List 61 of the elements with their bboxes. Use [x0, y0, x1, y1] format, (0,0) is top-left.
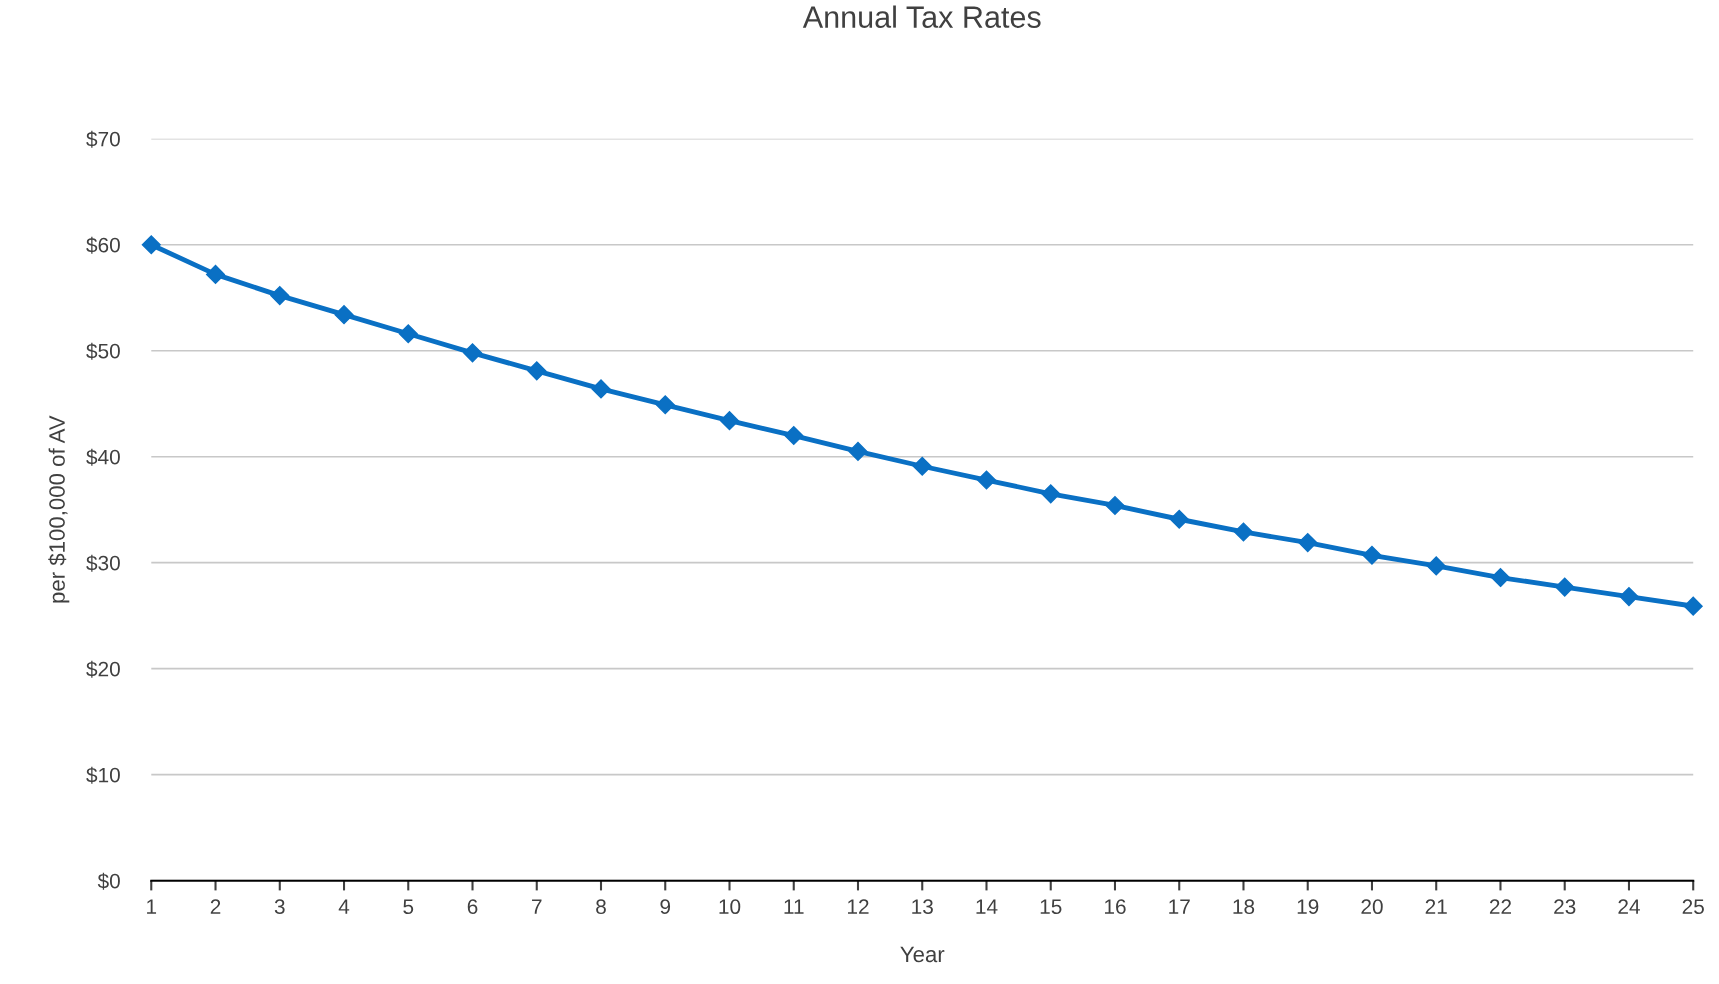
point	[270, 286, 290, 306]
x-tick-label: 4	[338, 899, 350, 914]
x-tick-label: 24	[1618, 899, 1640, 914]
x-tick-label: 25	[1682, 899, 1704, 915]
x-tick-label: 11	[784, 899, 804, 914]
point	[719, 411, 740, 431]
point	[1105, 495, 1125, 516]
point	[398, 324, 418, 344]
y-axis-title: per $100,000 of AV	[48, 415, 70, 603]
x-tick-label: 12	[848, 899, 869, 914]
x-tick-label: 10	[719, 899, 741, 915]
point	[1362, 545, 1382, 565]
point	[1490, 568, 1511, 588]
x-axis-title: Year	[900, 946, 945, 963]
x-tick-label: 17	[1169, 899, 1190, 914]
x-tick-label: 7	[532, 899, 542, 914]
x-tick-label: 5	[403, 899, 414, 915]
point	[1683, 596, 1703, 616]
point	[1298, 533, 1318, 553]
point	[591, 379, 611, 399]
point	[205, 264, 226, 284]
point	[1169, 509, 1189, 529]
y-tick-label: $70	[86, 130, 120, 148]
y-tick-label: $50	[86, 342, 120, 360]
point	[848, 441, 868, 461]
x-tick-label: 23	[1554, 899, 1576, 915]
y-tick-label: $10	[86, 766, 120, 784]
y-tick-label: $0	[97, 872, 120, 890]
x-tick-label: 3	[274, 899, 285, 915]
point	[784, 425, 804, 446]
x-tick-label: 20	[1361, 899, 1383, 915]
x-tick-label: 1	[147, 899, 157, 914]
x-tick-label: 6	[467, 899, 478, 915]
point	[141, 235, 161, 255]
point	[1555, 577, 1575, 597]
point	[462, 343, 483, 363]
point	[976, 470, 997, 490]
point	[655, 395, 675, 415]
point	[527, 361, 547, 381]
y-tick-label: $20	[86, 660, 120, 678]
x-tick-label: 8	[596, 899, 606, 915]
x-tick-label: 21	[1425, 899, 1447, 914]
y-tick-label: $30	[86, 554, 120, 572]
x-tick-label: 15	[1040, 899, 1062, 915]
point	[1233, 522, 1254, 542]
x-tick-label: 19	[1297, 899, 1319, 915]
x-tick-label: 9	[660, 899, 671, 915]
y-tick-label: $40	[86, 448, 120, 466]
point	[1619, 587, 1639, 607]
point	[912, 456, 932, 476]
x-tick-label: 2	[210, 899, 221, 914]
chart-title: Annual Tax Rates	[802, 5, 1041, 28]
x-tick-label: 14	[976, 899, 998, 914]
x-tick-label: 18	[1233, 899, 1255, 915]
x-tick-label: 13	[912, 899, 933, 915]
x-tick-label: 22	[1489, 899, 1512, 914]
y-tick-label: $60	[86, 236, 120, 254]
x-tick-label: 16	[1104, 899, 1126, 915]
point	[1041, 484, 1061, 504]
point	[334, 305, 354, 325]
point	[1426, 556, 1446, 576]
